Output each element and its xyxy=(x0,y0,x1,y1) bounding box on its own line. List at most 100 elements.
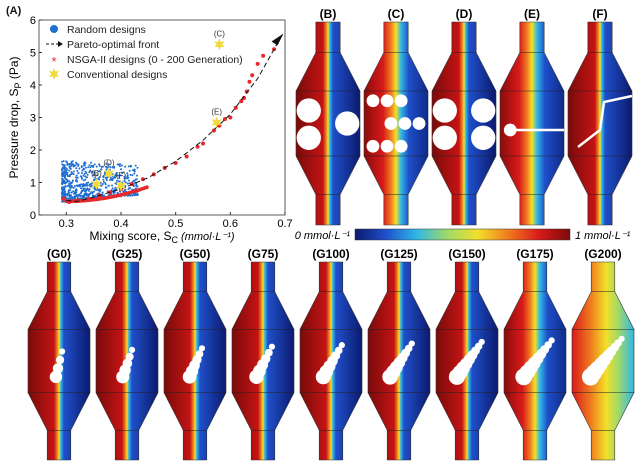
obstacle xyxy=(338,342,345,349)
random-design-point xyxy=(70,191,73,194)
y-tick-label: 5 xyxy=(30,48,36,60)
obstacle xyxy=(412,117,426,130)
obstacle xyxy=(397,352,408,363)
random-design-point xyxy=(72,173,75,176)
chamber-label: (G25) xyxy=(112,247,143,261)
obstacle xyxy=(182,370,197,384)
generation-panel: (G75) xyxy=(231,247,295,461)
random-design-point xyxy=(119,174,122,177)
random-design-point xyxy=(66,184,69,187)
obstacle xyxy=(119,364,131,376)
random-design-point xyxy=(77,164,80,167)
baffle xyxy=(577,94,633,148)
random-design-point xyxy=(105,165,108,168)
random-design-point xyxy=(90,171,93,174)
generation-panel: (G100) xyxy=(299,247,363,461)
random-design-point xyxy=(75,167,78,170)
random-design-point xyxy=(74,176,77,179)
random-design-point xyxy=(69,173,72,176)
random-design-point xyxy=(105,177,108,180)
chamber-body xyxy=(499,21,565,226)
nsga-design-point xyxy=(250,73,255,78)
random-design-point xyxy=(63,164,66,167)
chamber-label: (C) xyxy=(388,7,405,21)
random-design-point xyxy=(92,190,95,193)
random-design-point xyxy=(135,184,138,187)
obstacle xyxy=(380,94,394,108)
x-axis-label-unit: (mmol·L⁻¹) xyxy=(178,231,235,243)
obstacle xyxy=(515,368,533,386)
design-panel: (F) xyxy=(567,7,633,226)
random-design-point xyxy=(80,187,83,190)
random-design-point xyxy=(75,188,78,191)
random-design-point xyxy=(75,174,78,177)
obstacle xyxy=(331,351,341,361)
random-design-point xyxy=(66,192,69,195)
obstacle xyxy=(527,356,541,370)
random-design-point xyxy=(97,170,100,173)
obstacle xyxy=(249,369,264,384)
obstacle xyxy=(594,357,608,371)
random-design-point xyxy=(73,185,76,188)
obstacle xyxy=(519,364,535,380)
design-panel: (C) xyxy=(363,7,429,226)
random-design-point xyxy=(136,166,139,169)
random-design-point xyxy=(92,164,95,167)
obstacle xyxy=(49,370,63,384)
random-design-point xyxy=(134,178,137,181)
obstacle xyxy=(432,125,457,150)
random-design-point xyxy=(121,171,124,174)
chamber-body xyxy=(571,261,635,461)
random-design-point xyxy=(88,188,91,191)
nsga-design-point xyxy=(201,141,205,146)
random-design-point xyxy=(61,181,64,184)
chamber-label: (F) xyxy=(592,7,607,21)
random-design-point xyxy=(82,194,85,197)
chamber-body xyxy=(567,21,633,226)
obstacle xyxy=(268,343,276,350)
random-design-point xyxy=(93,163,96,166)
random-design-point xyxy=(87,166,90,169)
obstacle xyxy=(55,355,65,365)
nsga-design-point xyxy=(239,99,244,104)
obstacle xyxy=(366,94,380,108)
obstacle xyxy=(590,360,605,376)
obstacle xyxy=(198,345,206,352)
random-design-point xyxy=(109,176,112,179)
random-design-point xyxy=(68,183,71,186)
chamber-body xyxy=(503,261,567,461)
random-design-point xyxy=(82,174,85,177)
random-design-point xyxy=(127,165,130,168)
random-design-point xyxy=(105,168,108,171)
obstacle xyxy=(122,358,133,369)
obstacle xyxy=(192,355,202,365)
random-design-point xyxy=(103,172,106,175)
chamber-label: (G50) xyxy=(180,247,211,261)
random-design-point xyxy=(114,176,117,179)
obstacle xyxy=(452,365,468,380)
legend-arrow-icon xyxy=(58,41,63,47)
random-design-point xyxy=(79,175,82,178)
conventional-design-label: (B) xyxy=(91,169,102,178)
chamber-body xyxy=(363,21,429,226)
random-design-point xyxy=(76,194,79,197)
random-design-point xyxy=(66,194,69,197)
random-design-point xyxy=(100,168,103,171)
random-design-point xyxy=(83,168,86,171)
obstacle xyxy=(334,346,343,355)
random-design-point xyxy=(112,166,115,169)
random-design-point xyxy=(116,179,119,182)
obstacle xyxy=(125,352,134,361)
random-design-point xyxy=(78,183,81,186)
random-design-point xyxy=(61,186,64,189)
nsga-design-point xyxy=(184,154,189,159)
random-design-point xyxy=(126,174,129,177)
random-design-point xyxy=(83,172,86,175)
nsga-design-point xyxy=(108,190,113,195)
obstacle xyxy=(478,338,485,346)
random-design-point xyxy=(85,171,88,174)
random-design-point xyxy=(97,177,100,180)
design-panel: (D) xyxy=(431,7,497,226)
nsga-design-point xyxy=(255,61,260,66)
